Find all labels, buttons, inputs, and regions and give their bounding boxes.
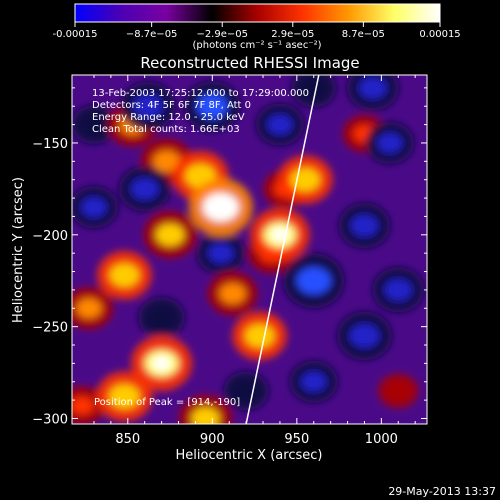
- x-tick-label: 850: [115, 432, 140, 447]
- colorbar-tick-label: 0.00015: [419, 29, 460, 40]
- annotation-time: 13-Feb-2003 17:25:12.000 to 17:29:00.000: [92, 88, 309, 99]
- heatmap-blob: [359, 77, 387, 99]
- y-tick-label: −250: [32, 321, 68, 336]
- heatmap-blob: [301, 371, 327, 392]
- y-tick-label: −200: [32, 229, 68, 244]
- heatmap-blob: [191, 407, 220, 424]
- solar-limb-line: [245, 75, 320, 424]
- heatmap-blob: [76, 298, 102, 319]
- heatmap-blob: [350, 214, 379, 237]
- annotation-clean: Clean Total counts: 1.66E+03: [92, 124, 240, 135]
- heatmap-blob: [109, 263, 140, 287]
- colorbar: [74, 3, 441, 23]
- colorbar-tick-label: −2.9e−05: [196, 29, 248, 40]
- chart-title: Reconstructed RHESSI Image: [140, 54, 359, 72]
- colorbar-units: (photons cm⁻² s⁻¹ asec⁻²): [192, 40, 321, 51]
- colorbar-tick-label: -0.00015: [53, 29, 98, 40]
- heatmap-blob: [133, 94, 163, 118]
- colorbar-tick-label: 8.7e−05: [342, 29, 385, 40]
- heatmap-blob: [81, 197, 107, 218]
- colorbar-tick-label: −8.7e−05: [126, 29, 178, 40]
- peak-position-label: Position of Peak = [914,-190]: [94, 397, 240, 408]
- annotation-detectors: Detectors: 4F 5F 6F 7F 8F, Att 0: [92, 100, 251, 111]
- annotation-energy: Energy Range: 12.0 - 25.0 keV: [92, 112, 245, 123]
- y-axis-label: Heliocentric Y (arcsec): [11, 177, 26, 323]
- heatmap-blob: [155, 223, 185, 247]
- x-tick-label: 950: [284, 432, 309, 447]
- heatmap-blob: [219, 283, 246, 304]
- heatmap-blob: [109, 384, 140, 409]
- heatmap-blob: [149, 308, 174, 327]
- colorbar-ticks: -0.00015 −8.7e−05 −2.9e−05 2.9e−05 8.7e−05 0.…: [53, 22, 461, 40]
- heatmap-blob: [196, 94, 228, 119]
- y-axis: −150 −200 −250 −300: [32, 87, 427, 427]
- x-tick-label: 1000: [365, 432, 398, 447]
- heatmap-blob: [208, 243, 234, 264]
- heatmap-blob: [130, 178, 159, 200]
- heatmap-blob: [377, 133, 403, 153]
- footer-timestamp: 29-May-2013 13:37: [388, 485, 496, 498]
- heatmap-blob-core: [305, 273, 323, 289]
- heatmap-blob: [152, 150, 181, 173]
- heatmap-blob-core: [153, 356, 171, 371]
- heatmap-blob: [388, 383, 409, 399]
- heatmap-blobs: [72, 75, 424, 424]
- x-axis: 850 900 950 1000: [93, 75, 416, 447]
- heatmap-blob: [349, 324, 380, 348]
- heatmap-blob: [244, 324, 275, 348]
- x-axis-label: Heliocentric X (arcsec): [176, 448, 323, 463]
- heatmap-blob: [302, 78, 326, 97]
- heatmap-blob: [267, 114, 293, 135]
- heatmap-blob: [384, 279, 412, 301]
- heatmap-blob-core: [211, 199, 230, 216]
- heatmap-blob: [72, 396, 94, 415]
- heatmap: [72, 75, 424, 424]
- colorbar-tick-label: 2.9e−05: [271, 29, 314, 40]
- y-tick-label: −150: [32, 137, 68, 152]
- x-tick-label: 900: [200, 432, 225, 447]
- plot-frame: [71, 74, 428, 425]
- y-tick-label: −300: [32, 412, 68, 427]
- heatmap-blob: [82, 115, 106, 134]
